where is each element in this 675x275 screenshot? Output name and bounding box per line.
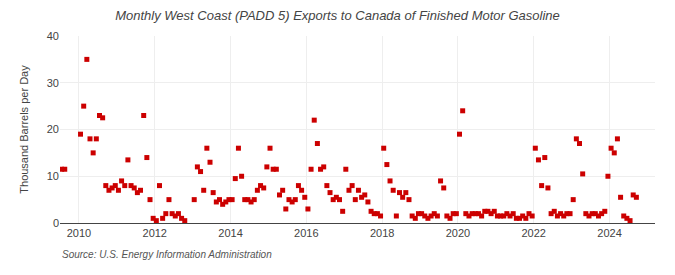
svg-text:0: 0: [53, 217, 59, 229]
svg-text:20: 20: [47, 123, 59, 135]
svg-text:30: 30: [47, 77, 59, 89]
svg-text:2020: 2020: [446, 227, 470, 239]
svg-text:2016: 2016: [294, 227, 318, 239]
svg-text:2018: 2018: [370, 227, 394, 239]
svg-text:Thousand Barrels per Day: Thousand Barrels per Day: [18, 65, 30, 194]
svg-text:2014: 2014: [218, 227, 242, 239]
svg-text:2012: 2012: [143, 227, 167, 239]
svg-text:2024: 2024: [597, 227, 621, 239]
svg-text:2022: 2022: [521, 227, 545, 239]
svg-text:2010: 2010: [67, 227, 91, 239]
svg-text:10: 10: [47, 170, 59, 182]
svg-text:Monthly West Coast (PADD 5) Ex: Monthly West Coast (PADD 5) Exports to C…: [115, 8, 560, 23]
svg-text:Source: U.S. Energy Informatio: Source: U.S. Energy Information Administ…: [62, 249, 272, 260]
svg-text:40: 40: [47, 30, 59, 42]
